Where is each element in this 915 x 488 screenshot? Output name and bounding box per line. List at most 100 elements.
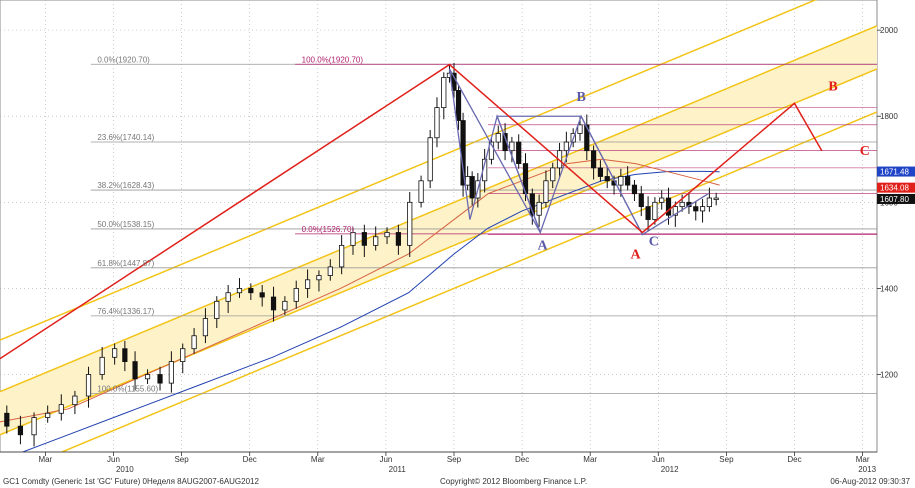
wave-label: A <box>537 239 548 254</box>
wave-label: A <box>631 247 642 262</box>
candle-body <box>495 133 501 143</box>
candle-body <box>4 412 10 427</box>
candle-body <box>618 176 624 186</box>
candle-body <box>236 288 243 294</box>
candle-body <box>168 361 174 384</box>
candle-body <box>679 201 685 208</box>
candle-body <box>202 318 209 337</box>
candle-body <box>407 201 413 246</box>
candle-body <box>665 197 672 216</box>
candle-body <box>248 288 254 294</box>
candle-body <box>304 279 311 289</box>
candle-body <box>293 288 299 302</box>
x-tick-label: Dec <box>787 455 801 464</box>
candle-body <box>225 292 231 302</box>
wave-label: C <box>860 144 870 159</box>
candle-body <box>214 300 220 319</box>
candle-body <box>350 232 356 246</box>
price-tag-label: 1671.48 <box>880 168 909 177</box>
candle-body <box>122 348 128 362</box>
candle-body <box>282 300 288 311</box>
candle-body <box>58 404 64 414</box>
channel-line <box>0 25 877 393</box>
period-label: 0Неделя 8AUG2007-6AUG2012 <box>142 477 259 486</box>
candle-body <box>516 141 522 164</box>
candle-body <box>509 141 515 152</box>
x-year-label: 2012 <box>661 465 679 474</box>
x-tick-label: Jun <box>652 455 665 464</box>
candle-body <box>72 395 78 406</box>
candle-body <box>31 417 37 436</box>
candle-body <box>577 124 583 134</box>
x-tick-label: Sep <box>174 455 189 464</box>
candle-body <box>604 176 610 182</box>
price-tag <box>877 166 915 177</box>
timestamp-label: 06-Aug-2012 09:30:37 <box>830 477 910 486</box>
candle-body <box>699 206 706 212</box>
candle-body <box>191 335 197 350</box>
candle-body <box>543 180 549 203</box>
candle-body <box>99 356 105 375</box>
x-year-label: 2013 <box>858 465 876 474</box>
candle-body <box>659 197 665 203</box>
candle-body <box>180 348 186 362</box>
fib-level-label: 0.0%(1920.70) <box>97 55 150 64</box>
candle-body <box>157 374 163 384</box>
axes: 120014001600180020001671.481634.081607.8… <box>0 26 915 474</box>
candle-body <box>270 296 277 311</box>
candle-body <box>259 292 265 298</box>
wave-zigzag-line <box>0 63 823 360</box>
price-tag-label: 1634.08 <box>880 184 909 193</box>
channel-band <box>0 25 877 435</box>
wave-label: C <box>649 234 659 249</box>
candle-body <box>488 141 495 160</box>
candle-body <box>132 361 138 380</box>
candle-body <box>713 197 719 200</box>
candle-body <box>17 425 24 436</box>
y-tick-label: 2000 <box>880 26 898 35</box>
candle-body <box>361 232 367 246</box>
x-tick-label: Jun <box>379 455 392 464</box>
price-tag <box>877 193 915 204</box>
instrument-label: GC1 Comdty (Generic 1st 'GC' Future) <box>3 477 141 486</box>
fib-level-label: 50.0%(1538.15) <box>97 220 154 229</box>
wave-label: B <box>576 90 585 105</box>
candle-body <box>395 232 401 246</box>
y-tick-label: 1400 <box>880 284 898 293</box>
candle-body <box>384 232 390 238</box>
candle-body <box>631 184 638 195</box>
copyright-label: Copyright© 2012 Bloomberg Finance L.P. <box>440 477 588 486</box>
candle-body <box>625 176 631 186</box>
moving-average-blue <box>21 170 720 452</box>
price-tag-label: 1607.80 <box>880 195 909 204</box>
instrument-footer: GC1 Comdty (Generic 1st 'GC' Future) 0Не… <box>3 476 259 488</box>
candle-body <box>645 206 651 220</box>
candle-body <box>550 167 556 182</box>
candle-body <box>460 120 466 186</box>
candle-body <box>418 180 424 203</box>
annotations: 0.0%(1920.70) 23.6%(1740.14) 38.2%(1628.43… <box>97 55 870 393</box>
y-tick-label: 1800 <box>880 112 898 121</box>
candle-body <box>652 201 658 220</box>
candle-body <box>465 176 471 186</box>
candle-body <box>706 197 712 208</box>
fib-level-label: 38.2%(1628.43) <box>97 181 154 190</box>
candle-body <box>563 141 569 152</box>
candle-body <box>597 167 604 177</box>
candle-body <box>672 206 678 216</box>
channel-line <box>59 111 877 452</box>
candle-body <box>441 77 447 109</box>
x-tick-label: Dec <box>243 455 257 464</box>
candle-body <box>45 412 51 418</box>
candle-body <box>144 374 151 380</box>
candle-body <box>638 193 644 208</box>
x-tick-label: Mar <box>856 455 870 464</box>
candle-body <box>85 374 92 397</box>
channel-line <box>0 68 877 436</box>
pattern-line-cross <box>448 68 643 235</box>
candle-body <box>112 348 118 358</box>
candle-body <box>339 244 345 268</box>
x-tick-label: Sep <box>719 455 734 464</box>
x-tick-label: Jun <box>107 455 120 464</box>
fib-level-label: 76.4%(1336.17) <box>97 307 154 316</box>
